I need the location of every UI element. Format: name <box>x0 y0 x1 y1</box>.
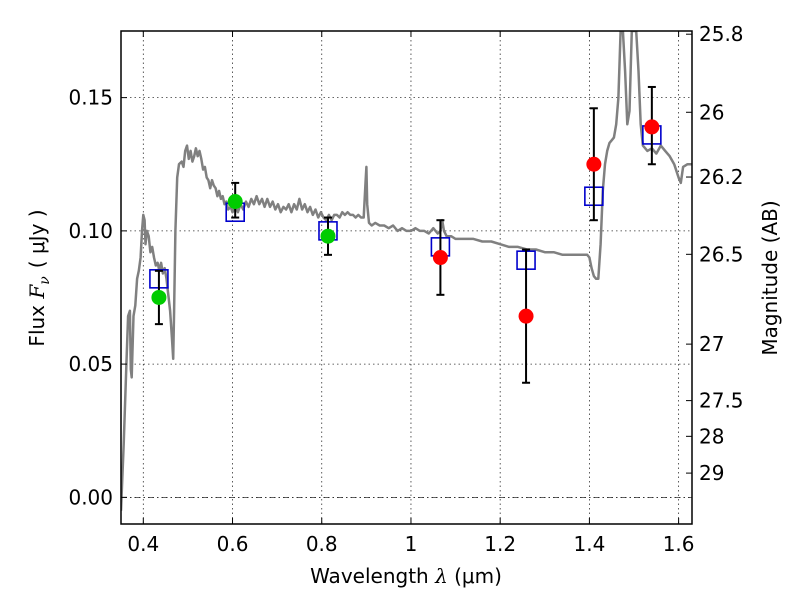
axis-ticks: 0.4 0.6 0.8 1 1.2 1.4 1.6 0.00 0.05 0.10 0.15 25.8 2… <box>68 22 743 556</box>
grid-lines <box>121 31 692 524</box>
y-tick-label: 0.05 <box>68 352 113 376</box>
y-axis-title: Flux Fν( μJy ) <box>25 209 53 346</box>
red-data-point <box>432 250 448 266</box>
y2-tick-label: 26 <box>699 100 724 124</box>
plot-area <box>121 31 692 511</box>
x-tick-label: 0.4 <box>127 532 159 556</box>
y2-axis-title: Magnitude (AB) <box>758 200 782 355</box>
y2-tick-label: 27 <box>699 332 724 356</box>
green-data-point <box>227 194 243 210</box>
y2-tick-label: 26.2 <box>699 165 744 189</box>
y-tick-label: 0.00 <box>68 485 113 509</box>
y2-tick-label: 28 <box>699 424 724 448</box>
green-data-point <box>151 289 167 305</box>
x-tick-label: 0.6 <box>217 532 249 556</box>
y-tick-label: 0.10 <box>68 219 113 243</box>
x-axis-title: Wavelength λ (μm) <box>310 564 502 588</box>
green-data-point <box>320 228 336 244</box>
red-data-point <box>586 156 602 172</box>
plot-background <box>121 31 692 524</box>
spectrum-line <box>121 31 692 511</box>
y2-tick-label: 29 <box>699 461 724 485</box>
y2-tick-label: 26.5 <box>699 242 744 266</box>
y-tick-label: 0.15 <box>68 86 113 110</box>
x-tick-label: 1 <box>405 532 418 556</box>
y2-tick-label: 27.5 <box>699 389 744 413</box>
y2-tick-label: 25.8 <box>699 22 744 46</box>
x-tick-label: 0.8 <box>306 532 338 556</box>
plot-frame <box>120 30 693 525</box>
red-data-point <box>644 119 660 135</box>
x-tick-label: 1.2 <box>484 532 516 556</box>
x-tick-label: 1.6 <box>663 532 695 556</box>
red-data-point <box>518 308 534 324</box>
x-tick-label: 1.4 <box>573 532 605 556</box>
